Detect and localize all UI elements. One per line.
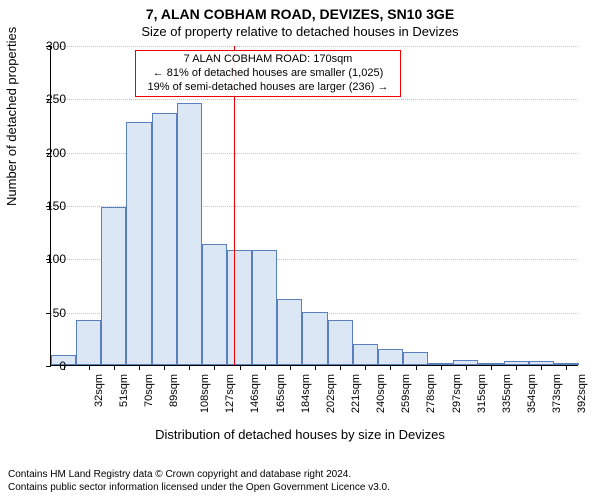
annotation-line-2: ← 81% of detached houses are smaller (1,… [140,67,396,81]
histogram-bar [101,207,126,365]
x-tick-mark [315,365,316,370]
x-tick-label: 373sqm [551,374,563,413]
histogram-bar [328,320,353,365]
x-tick-mark [139,365,140,370]
histogram-bar [353,344,378,365]
x-tick-mark [541,365,542,370]
y-tick-label: 250 [26,92,66,106]
x-tick-label: 32sqm [93,374,105,407]
x-tick-label: 392sqm [576,374,588,413]
x-tick-mark [491,365,492,370]
x-tick-mark [214,365,215,370]
x-tick-label: 146sqm [250,374,262,413]
chart-subtitle: Size of property relative to detached ho… [0,24,600,39]
annotation-line-3: 19% of semi-detached houses are larger (… [140,81,396,95]
x-tick-mark [290,365,291,370]
histogram-bar [202,244,227,365]
histogram-bar [177,103,202,365]
footer-line-2: Contains public sector information licen… [8,481,592,494]
chart-title: 7, ALAN COBHAM ROAD, DEVIZES, SN10 3GE [0,6,600,22]
x-tick-mark [416,365,417,370]
histogram-bar [252,250,277,365]
x-tick-label: 165sqm [275,374,287,413]
x-tick-mark [89,365,90,370]
x-tick-label: 127sqm [224,374,236,413]
y-tick-label: 0 [26,359,66,373]
footer-line-1: Contains HM Land Registry data © Crown c… [8,468,592,481]
y-tick-label: 100 [26,252,66,266]
x-tick-mark [466,365,467,370]
histogram-bar [126,122,151,365]
x-tick-mark [390,365,391,370]
histogram-bar [403,352,428,365]
x-tick-label: 297sqm [451,374,463,413]
histogram-bar [227,250,252,365]
x-tick-mark [114,365,115,370]
x-tick-mark [365,365,366,370]
x-tick-mark [516,365,517,370]
x-tick-label: 184sqm [300,374,312,413]
x-tick-label: 259sqm [400,374,412,413]
annotation-line-1: 7 ALAN COBHAM ROAD: 170sqm [140,53,396,67]
x-tick-label: 108sqm [199,374,211,413]
x-tick-mark [441,365,442,370]
grid-line [51,46,578,47]
x-tick-mark [189,365,190,370]
x-tick-label: 70sqm [143,374,155,407]
y-tick-label: 200 [26,146,66,160]
histogram-bar [302,312,327,365]
x-tick-label: 89sqm [168,374,180,407]
x-tick-mark [566,365,567,370]
y-tick-label: 150 [26,199,66,213]
y-axis-label: Number of detached properties [4,27,19,206]
x-tick-label: 315sqm [476,374,488,413]
grid-line [51,99,578,100]
x-tick-mark [240,365,241,370]
plot-area: 7 ALAN COBHAM ROAD: 170sqm ← 81% of deta… [50,46,578,366]
x-tick-label: 335sqm [501,374,513,413]
x-tick-mark [340,365,341,370]
x-tick-mark [164,365,165,370]
x-tick-mark [265,365,266,370]
y-tick-label: 300 [26,39,66,53]
annotation-box: 7 ALAN COBHAM ROAD: 170sqm ← 81% of deta… [135,50,401,97]
chart-container: 7, ALAN COBHAM ROAD, DEVIZES, SN10 3GE S… [0,0,600,500]
x-tick-label: 240sqm [375,374,387,413]
x-tick-label: 278sqm [426,374,438,413]
x-axis-label: Distribution of detached houses by size … [0,427,600,442]
footer: Contains HM Land Registry data © Crown c… [8,468,592,494]
x-tick-label: 51sqm [118,374,130,407]
x-tick-label: 221sqm [350,374,362,413]
x-tick-label: 202sqm [325,374,337,413]
y-tick-label: 50 [26,306,66,320]
histogram-bar [152,113,177,365]
histogram-bar [277,299,302,365]
histogram-bar [378,349,403,365]
x-tick-label: 354sqm [526,374,538,413]
histogram-bar [76,320,101,365]
